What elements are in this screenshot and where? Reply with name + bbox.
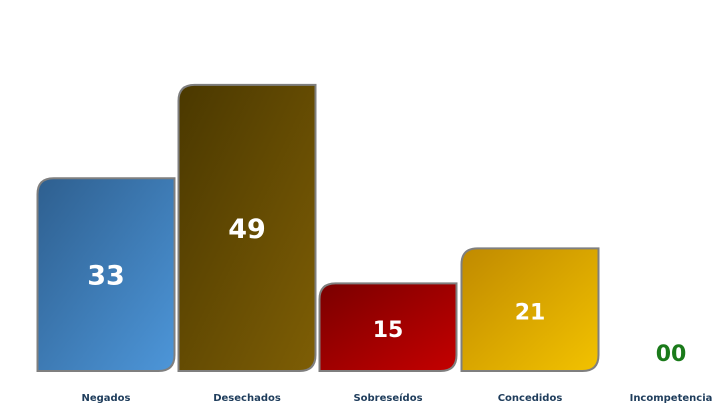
bar-desechados [177,83,317,372]
category-label-negados: Negados [81,393,130,404]
value-label-concedidos: 21 [515,301,546,326]
category-label-desechados: Desechados [213,393,281,404]
bar-concedidos [460,247,600,372]
value-label-sobreseidos: 15 [373,318,404,343]
bar-negados [36,177,176,372]
category-label-incompetencia: Incompetencia [630,393,713,404]
value-label-incompetencia: 00 [656,342,687,367]
bar-sobreseidos [318,282,458,372]
value-label-negados: 33 [87,261,125,292]
category-label-sobreseidos: Sobreseídos [353,392,422,404]
value-label-desechados: 49 [228,214,266,245]
category-label-concedidos: Concedidos [498,393,563,404]
